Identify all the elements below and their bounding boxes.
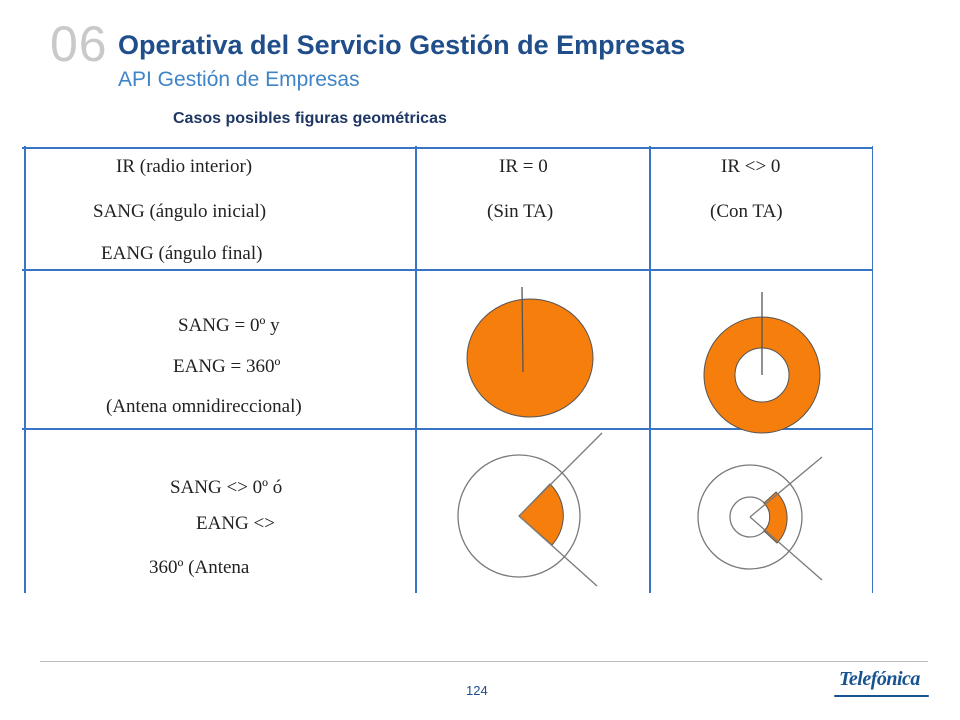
table-grid [22,146,873,593]
logo-underline [834,695,929,697]
page-number: 124 [466,683,488,698]
header-con-ta-line-1: IR <> 0 [721,156,781,177]
row1-line-3: (Antena omnidireccional) [106,396,302,417]
header-param-line-1: IR (radio interior) [116,156,253,177]
table-caption: Casos posibles figuras geométricas [173,110,447,127]
row1-line-1: SANG = 0º y [178,315,280,336]
header-param-line-2: SANG (ángulo inicial) [93,201,267,222]
filled-circle-diagram [466,286,594,418]
sector-diagram [457,432,603,587]
header-sin-ta-line-1: IR = 0 [499,156,548,177]
telefonica-logo: Telefónica [839,668,920,690]
slide-subtitle: API Gestión de Empresas [118,68,360,91]
section-number: 06 [50,16,108,72]
geometry-cases-table: IR (radio interior) SANG (ángulo inicial… [22,146,873,593]
header-sin-ta-line-2: (Sin TA) [487,201,554,222]
row2-line-3: 360º (Antena [149,557,250,578]
footer-divider [40,661,928,662]
header-param-line-3: EANG (ángulo final) [101,243,263,264]
filled-ring-diagram [703,292,821,434]
row2-line-1: SANG <> 0º ó [170,477,283,498]
header-con-ta-line-2: (Con TA) [710,201,783,222]
annular-sector-diagram [697,456,823,581]
row2-line-2: EANG <> [196,513,275,534]
slide-title: Operativa del Servicio Gestión de Empres… [118,30,686,60]
row1-line-2: EANG = 360º [173,356,281,377]
